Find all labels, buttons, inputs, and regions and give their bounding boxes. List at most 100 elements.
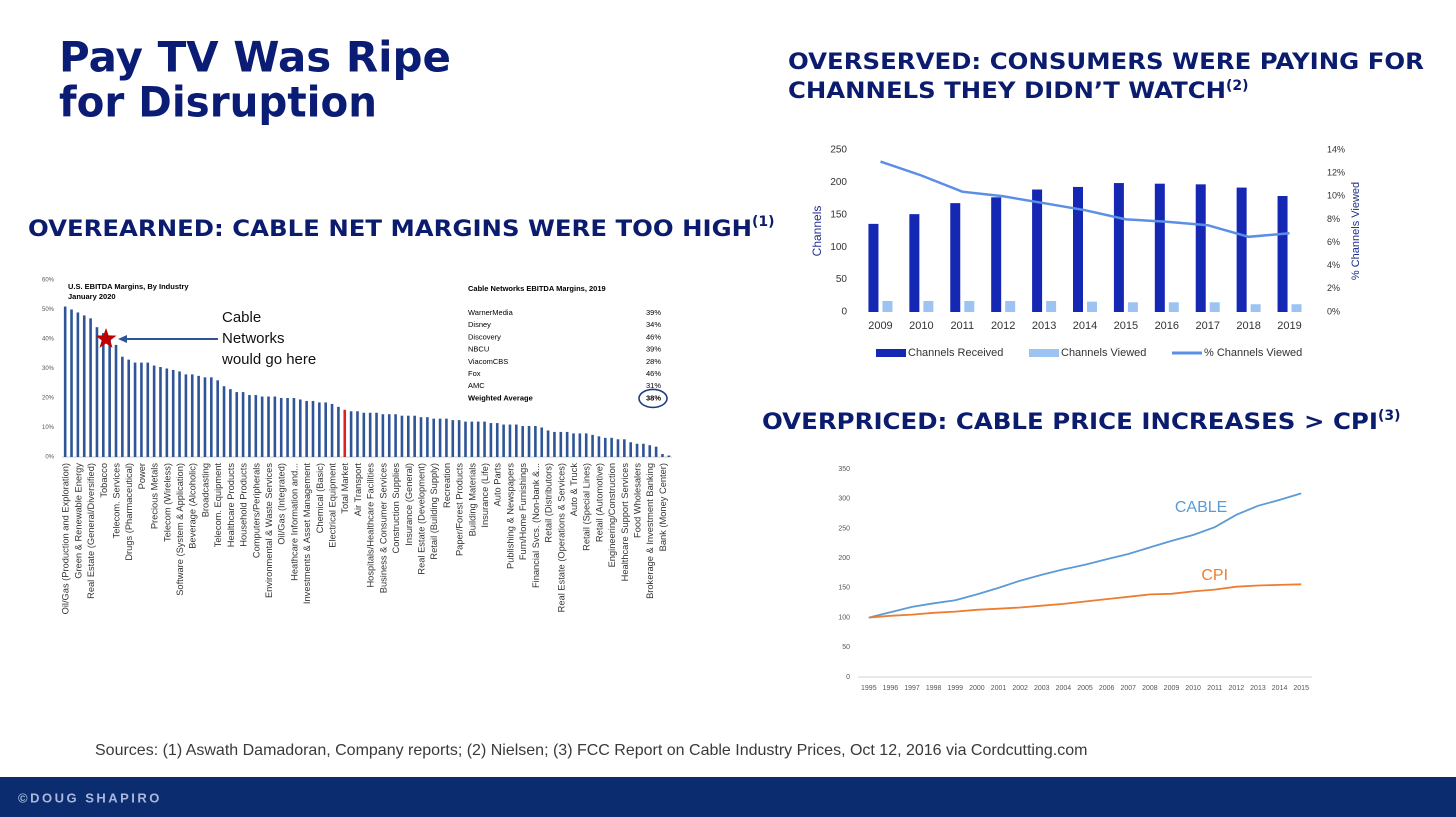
bar [515,424,518,457]
x-tick-label: 2017 [1195,320,1219,332]
x-tick-label: Oil/Gas (Production and Exploration) [61,463,71,614]
bar [241,392,245,457]
bar [635,443,639,457]
bar [521,426,524,457]
bar [629,442,632,457]
x-tick-label: Green & Renewable Energy [73,463,83,579]
heading-text: OVERSERVED: CONSUMERS WERE PAYING FOR [788,50,1424,75]
heading-text: OVERPRICED: CABLE PRICE INCREASES > CPI [762,410,1378,435]
y2-tick-label: 8% [1327,214,1340,224]
y-tick-label: 250 [830,145,847,156]
x-tick-label: Insurance (Life) [480,463,490,528]
bar [63,306,67,457]
x-tick-label: 2009 [1164,685,1180,692]
bar [108,339,111,457]
bar [260,396,264,457]
bar [146,362,150,457]
x-tick-label: Engineering/Construction [607,463,617,567]
chart-subtitle: January 2020 [68,292,116,301]
x-tick-label: 2015 [1114,320,1138,332]
x-tick-label: Brokerage & Investment Banking [645,463,655,599]
bar [298,399,302,457]
x-tick-label: Drugs (Pharmaceutical) [124,463,134,561]
x-tick-label: Healthcare Support Services [620,463,630,582]
table-cell: 46% [646,332,661,341]
x-tick-label: Retail (Distributors) [544,463,554,543]
bar [470,421,474,457]
x-tick-label: 1995 [861,685,877,692]
x-tick-label: Household Products [239,463,249,547]
y-tick-label: 30% [42,366,55,372]
x-tick-label: Precious Metals [150,463,160,529]
bar [324,402,327,457]
table-cell: ViacomCBS [468,357,508,366]
x-tick-label: 2002 [1012,685,1028,692]
bar [559,431,563,457]
y-tick-label: 50 [842,644,850,651]
bar [502,424,505,457]
x-tick-label: Telecom (Wireless) [162,463,172,542]
x-tick-label: Business & Consumer Services [378,463,388,594]
y-tick-label: 250 [838,525,850,532]
bar [273,396,277,457]
x-tick-label: Oil/Gas (Integrated) [277,463,287,545]
bar [950,203,961,312]
bar [121,356,124,457]
bar [648,445,652,457]
line [868,583,1302,619]
x-tick-label: Real Estate (Development) [416,463,426,575]
x-tick-label: 2007 [1120,685,1136,692]
bar [133,362,137,457]
x-tick-label: 1996 [883,685,899,692]
x-tick-label: 2004 [1056,685,1072,692]
x-tick-label: Financial Svcs. (Non-bank &... [531,463,541,588]
bar [534,426,537,457]
x-tick-label: 2011 [1207,685,1222,692]
y-tick-label: 50 [836,274,848,285]
table-cell: 34% [646,320,661,329]
x-tick-label: Chemical (Basic) [315,463,325,533]
y-tick-label: 300 [838,496,850,503]
x-tick-label: 1998 [926,685,942,692]
table-title: Cable Networks EBITDA Margins, 2019 [468,284,606,293]
legend-label: % Channels Viewed [1204,347,1302,359]
bar [1277,196,1288,312]
table-circle [638,388,668,409]
y-tick-label: 0 [846,674,850,681]
bar [426,417,429,457]
bar [603,437,607,457]
x-tick-label: Heathcare Information and... [289,463,299,581]
x-tick-label: Building Materials [467,463,477,537]
bar [400,415,404,457]
bar [457,420,461,457]
x-tick-label: Power [137,463,147,489]
bar [623,439,626,457]
bar [203,377,207,457]
bar [565,431,569,457]
x-tick-label: Publishing & Newspapers [505,463,515,569]
annotation-text: would go here [221,351,316,368]
bar [642,443,645,457]
bar [152,365,156,457]
x-tick-label: Investments & Asset Management [302,463,312,604]
bar [1113,183,1124,312]
x-tick-label: Construction Supplies [391,463,401,554]
y-tick-label: 10% [42,425,55,431]
bar [190,374,194,457]
y2-tick-label: 4% [1327,260,1340,270]
y2-tick-label: 0% [1327,306,1340,316]
x-tick-label: Paper/Forest Products [455,463,465,556]
x-tick-label: 2012 [1229,685,1245,692]
x-tick-label: Healthcare Products [226,463,236,548]
y-tick-label: 150 [830,209,847,220]
section-heading: OVEREARNED: CABLE NET MARGINS WERE TOO H… [28,214,775,242]
charts: 0% 10% 20% 30% 40% 50% 60% U.S. EBITDA Margins,… [42,144,1362,691]
table-cell: WarnerMedia [468,308,514,317]
x-tick-label: 2016 [1155,320,1179,332]
bar [356,411,359,457]
bar [1291,304,1302,312]
x-tick-label: Bank (Money Center) [658,463,668,551]
bar [464,421,467,457]
series-label: CPI [1201,567,1228,584]
